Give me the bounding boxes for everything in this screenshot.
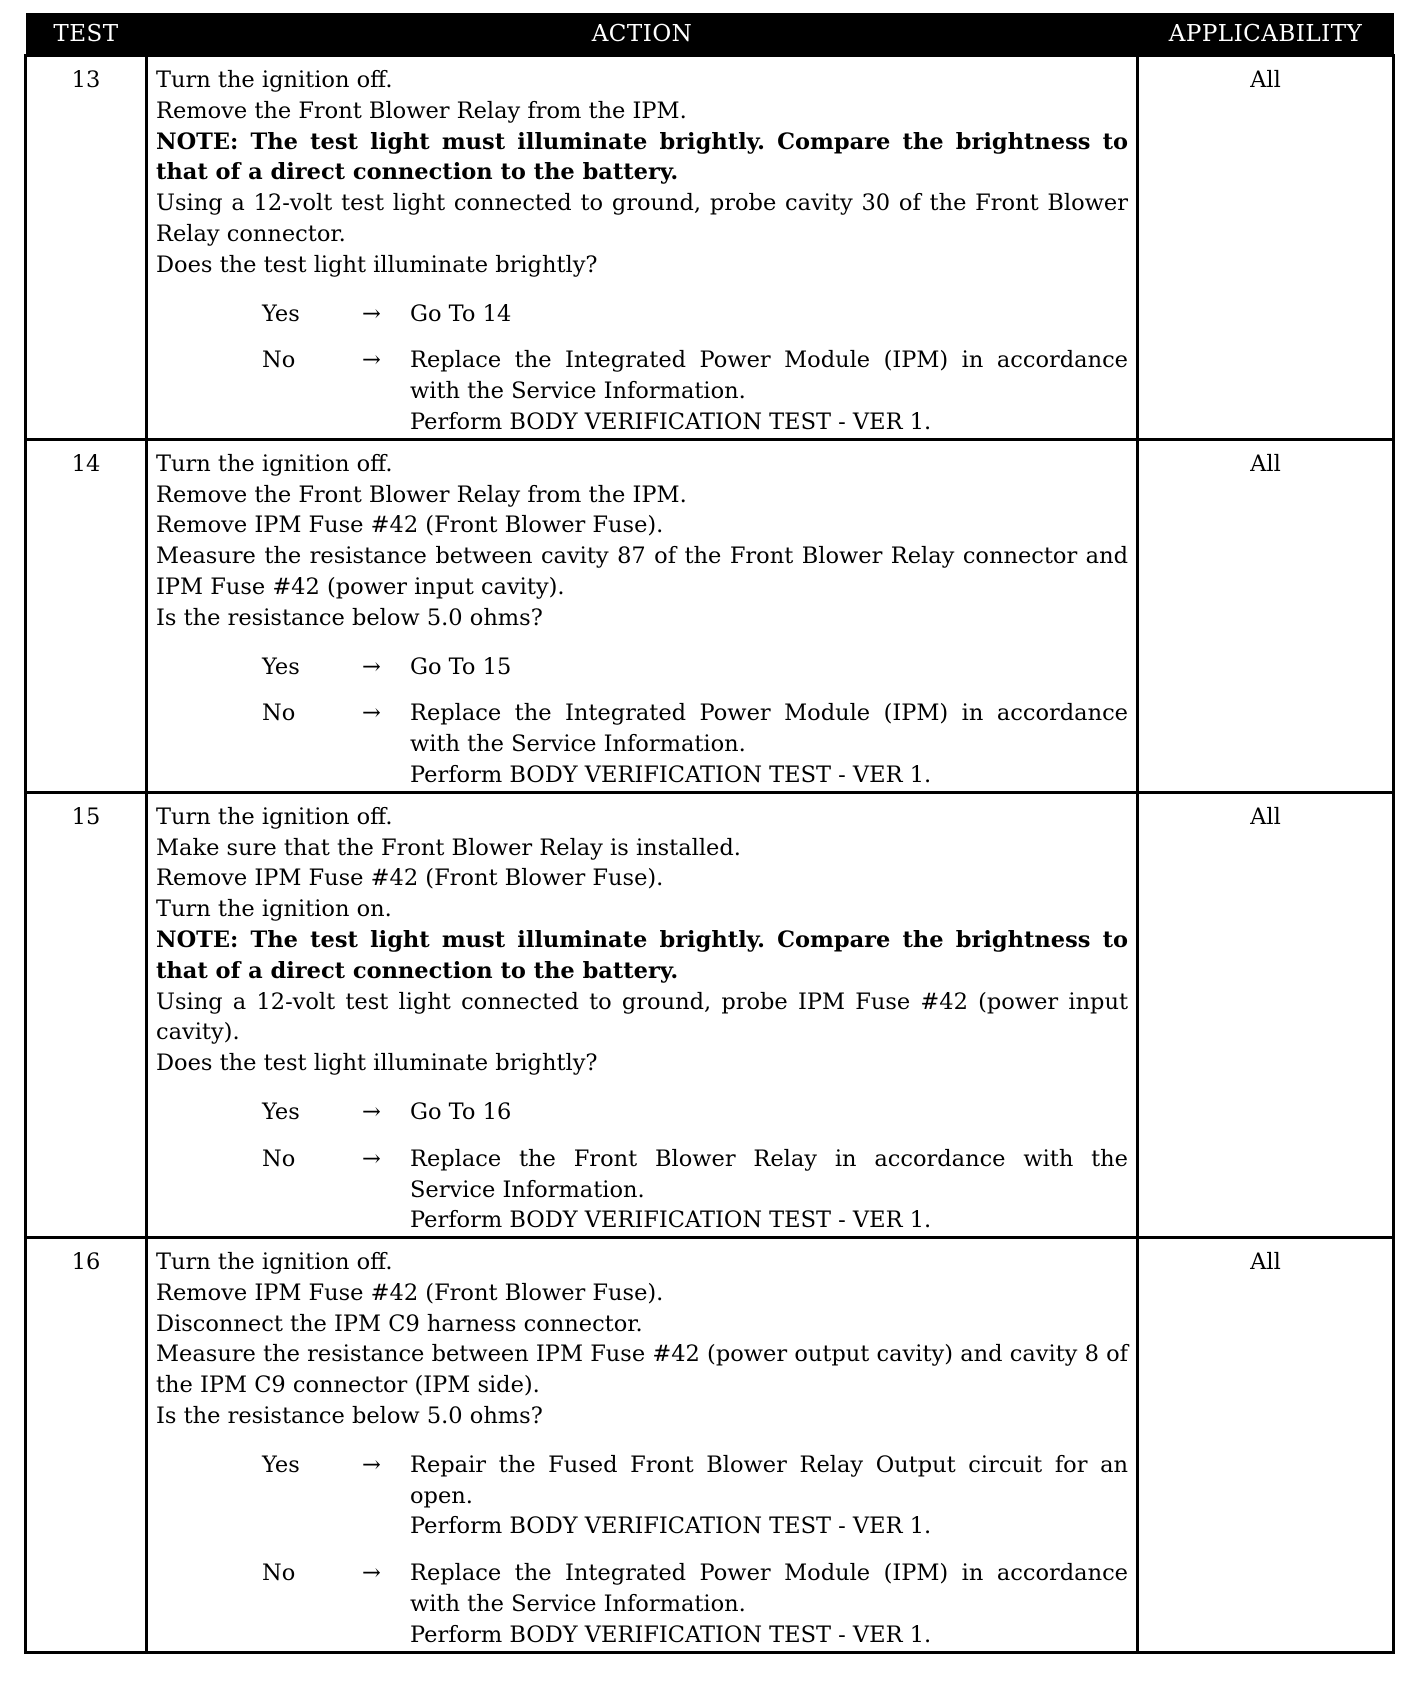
note-text: NOTE: The test light must illuminate bri… bbox=[156, 128, 1128, 186]
instruction-line: Does the test light illuminate brightly? bbox=[156, 1050, 598, 1077]
result-line: Repair the Fused Front Blower Relay Outp… bbox=[410, 1451, 1128, 1509]
branch-result: Go To 16 bbox=[410, 1097, 1128, 1128]
branch-result: Go To 14 bbox=[410, 299, 1128, 330]
result-line: Go To 16 bbox=[410, 1098, 512, 1125]
result-line: Perform BODY VERIFICATION TEST - VER 1. bbox=[410, 1621, 932, 1648]
branch-result: Replace the Front Blower Relay in accord… bbox=[410, 1144, 1128, 1236]
branch-label: Yes bbox=[262, 1451, 300, 1478]
header-test: TEST bbox=[25, 13, 147, 56]
branch-yes: Yes → Repair the Fused Front Blower Relay … bbox=[156, 1450, 1128, 1542]
note-text: NOTE: The test light must illuminate bri… bbox=[156, 926, 1128, 984]
arrow-right-icon: → bbox=[362, 653, 381, 680]
instruction-line: Does the test light illuminate brightly? bbox=[156, 251, 598, 278]
instruction-line: Turn the ignition off. bbox=[156, 803, 393, 830]
test-number: 16 bbox=[24, 1236, 148, 1654]
arrow-right-icon: → bbox=[362, 1560, 381, 1587]
test-number: 15 bbox=[24, 790, 148, 1240]
branch-yes: Yes → Go To 14 bbox=[156, 299, 1128, 330]
branch-no: No → Replace the Front Blower Relay in acc… bbox=[156, 1144, 1128, 1236]
instruction-line: Disconnect the IPM C9 harness connector. bbox=[156, 1310, 643, 1337]
action-cell: Turn the ignition off. Remove IPM Fuse #4… bbox=[145, 1236, 1139, 1654]
action-cell: Turn the ignition off. Remove the Front B… bbox=[145, 54, 1139, 441]
result-line: Perform BODY VERIFICATION TEST - VER 1. bbox=[410, 1207, 932, 1234]
branch-label: Yes bbox=[262, 653, 300, 680]
header-action: ACTION bbox=[146, 13, 1138, 56]
instruction-line: Measure the resistance between IPM Fuse … bbox=[156, 1341, 1128, 1399]
header-applicability: APPLICABILITY bbox=[1137, 13, 1394, 56]
result-line: Go To 14 bbox=[410, 300, 512, 327]
instruction-line: Remove IPM Fuse #42 (Front Blower Fuse). bbox=[156, 865, 664, 892]
result-line: Replace the Integrated Power Module (IPM… bbox=[410, 1560, 1128, 1618]
branch-label: Yes bbox=[262, 300, 300, 327]
applicability-cell: All bbox=[1136, 54, 1395, 441]
branch-result: Replace the Integrated Power Module (IPM… bbox=[410, 1558, 1128, 1650]
applicability-cell: All bbox=[1136, 790, 1395, 1240]
branch-yes: Yes → Go To 15 bbox=[156, 652, 1128, 683]
result-line: Replace the Integrated Power Module (IPM… bbox=[410, 700, 1128, 758]
arrow-right-icon: → bbox=[362, 700, 381, 727]
branch-result: Replace the Integrated Power Module (IPM… bbox=[410, 698, 1128, 790]
branch-label: No bbox=[262, 1145, 296, 1172]
arrow-right-icon: → bbox=[362, 300, 381, 327]
result-line: Replace the Front Blower Relay in accord… bbox=[410, 1145, 1128, 1203]
instruction-line: Turn the ignition off. bbox=[156, 450, 393, 477]
branch-no: No → Replace the Integrated Power Module (… bbox=[156, 345, 1128, 437]
table-row: 13 Turn the ignition off. Remove the Front… bbox=[24, 54, 1395, 441]
instruction-line: Using a 12-volt test light connected to … bbox=[156, 988, 1128, 1046]
branch-label: Yes bbox=[262, 1098, 300, 1125]
branch-result: Replace the Integrated Power Module (IPM… bbox=[410, 345, 1128, 437]
table-row: 14 Turn the ignition off. Remove the Front… bbox=[24, 437, 1395, 794]
branch-yes: Yes → Go To 16 bbox=[156, 1097, 1128, 1128]
instruction-line: Turn the ignition on. bbox=[156, 896, 392, 923]
branch-result: Go To 15 bbox=[410, 652, 1128, 683]
result-line: Perform BODY VERIFICATION TEST - VER 1. bbox=[410, 1513, 932, 1540]
arrow-right-icon: → bbox=[362, 1098, 381, 1125]
instruction-line: Is the resistance below 5.0 ohms? bbox=[156, 604, 543, 631]
instruction-line: Using a 12-volt test light connected to … bbox=[156, 190, 1128, 247]
instruction-line: Remove IPM Fuse #42 (Front Blower Fuse). bbox=[156, 512, 664, 539]
result-line: Perform BODY VERIFICATION TEST - VER 1. bbox=[410, 761, 932, 788]
branch-no: No → Replace the Integrated Power Module (… bbox=[156, 1558, 1128, 1650]
instruction-line: Is the resistance below 5.0 ohms? bbox=[156, 1403, 543, 1430]
instruction-line: Remove IPM Fuse #42 (Front Blower Fuse). bbox=[156, 1279, 664, 1306]
action-cell: Turn the ignition off. Remove the Front B… bbox=[145, 437, 1139, 794]
table-header-row: TEST ACTION APPLICABILITY bbox=[25, 13, 1394, 56]
instruction-line: Remove the Front Blower Relay from the I… bbox=[156, 481, 687, 508]
table-row: 15 Turn the ignition off. Make sure that t… bbox=[24, 790, 1395, 1240]
test-number: 14 bbox=[24, 437, 148, 794]
instruction-line: Measure the resistance between cavity 87… bbox=[156, 543, 1128, 600]
action-cell: Turn the ignition off. Make sure that the… bbox=[145, 790, 1139, 1240]
arrow-right-icon: → bbox=[362, 1145, 381, 1172]
branch-no: No → Replace the Integrated Power Module (… bbox=[156, 698, 1128, 790]
test-number: 13 bbox=[24, 54, 148, 441]
result-line: Replace the Integrated Power Module (IPM… bbox=[410, 347, 1128, 405]
branch-label: No bbox=[262, 347, 296, 374]
result-line: Go To 15 bbox=[410, 653, 512, 680]
branch-result: Repair the Fused Front Blower Relay Outp… bbox=[410, 1450, 1128, 1542]
arrow-right-icon: → bbox=[362, 347, 381, 374]
applicability-cell: All bbox=[1136, 1236, 1395, 1654]
instruction-line: Turn the ignition off. bbox=[156, 1249, 393, 1276]
diagnostic-test-table: TEST ACTION APPLICABILITY 13 Turn the ign… bbox=[24, 13, 1395, 1654]
result-line: Perform BODY VERIFICATION TEST - VER 1. bbox=[410, 408, 932, 435]
branch-label: No bbox=[262, 1560, 296, 1587]
instruction-line: Remove the Front Blower Relay from the I… bbox=[156, 97, 687, 124]
instruction-line: Make sure that the Front Blower Relay is… bbox=[156, 834, 741, 861]
branch-label: No bbox=[262, 700, 296, 727]
instruction-line: Turn the ignition off. bbox=[156, 67, 393, 93]
table-row: 16 Turn the ignition off. Remove IPM Fuse … bbox=[24, 1236, 1395, 1654]
applicability-cell: All bbox=[1136, 437, 1395, 794]
arrow-right-icon: → bbox=[362, 1451, 381, 1478]
